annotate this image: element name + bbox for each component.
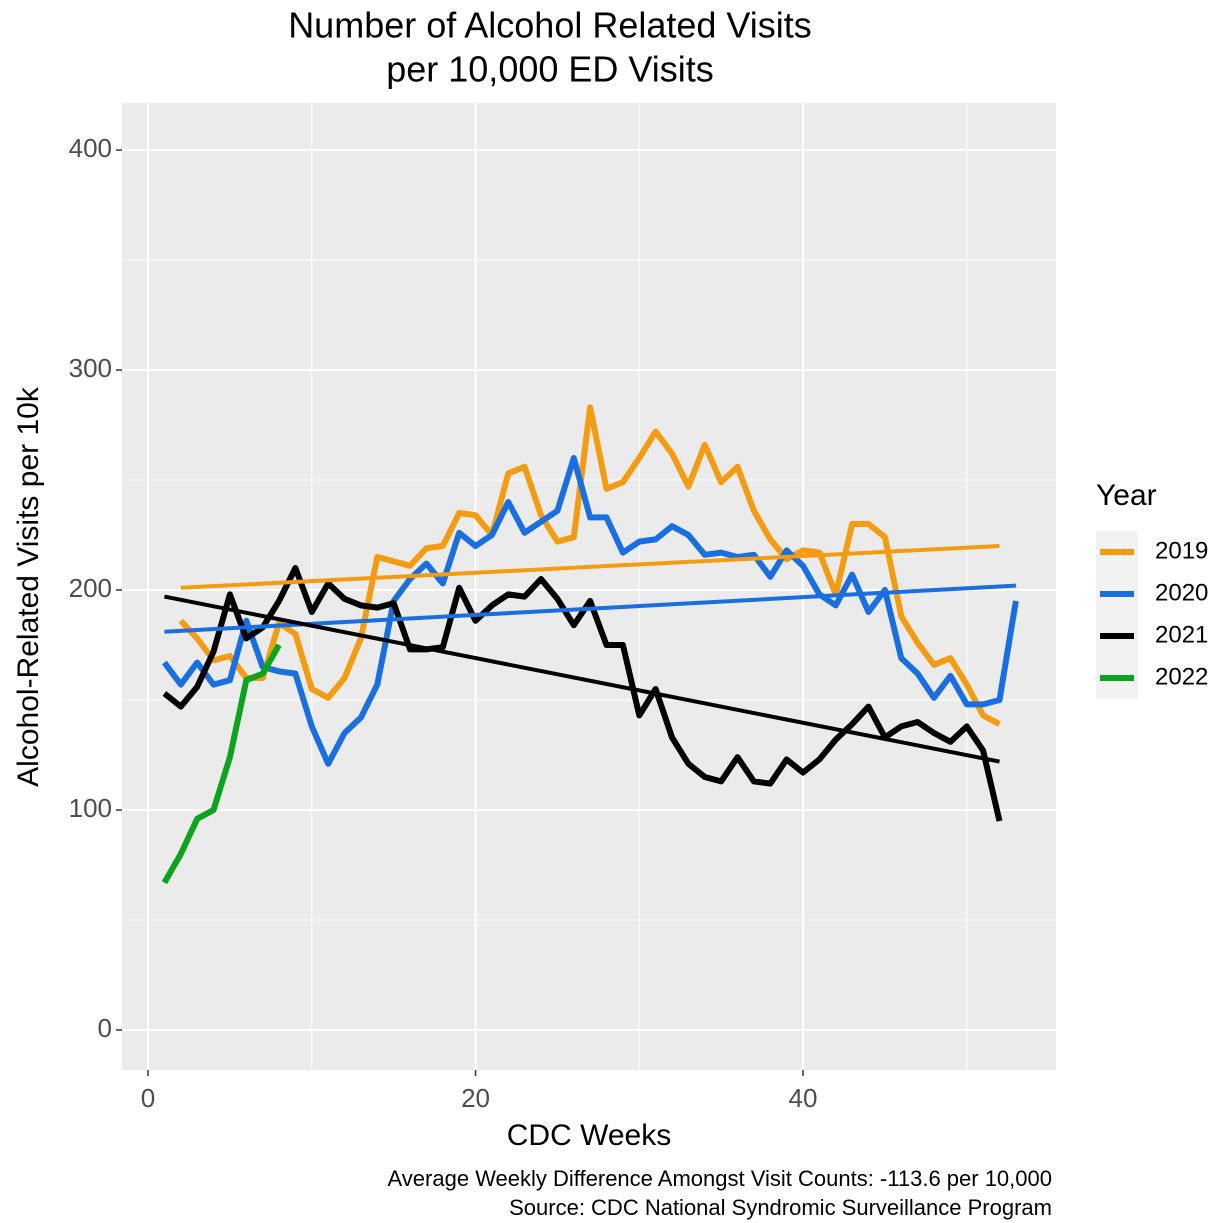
chart-title: per 10,000 ED Visits <box>386 49 714 90</box>
legend-label: 2022 <box>1155 663 1208 690</box>
x-axis-label: CDC Weeks <box>507 1119 671 1152</box>
x-tick-label: 20 <box>461 1083 490 1113</box>
series-line <box>162 565 1003 822</box>
y-tick-label: 0 <box>98 1013 112 1043</box>
y-tick-label: 300 <box>69 353 112 383</box>
caption: Source: CDC National Syndromic Surveilla… <box>509 1195 1052 1220</box>
legend-title: Year <box>1096 479 1157 512</box>
trend-line <box>164 594 1000 764</box>
panel <box>122 103 1056 1070</box>
x-tick-label: 0 <box>141 1083 155 1113</box>
y-axis-label: Alcohol-Related Visits per 10k <box>12 386 45 787</box>
legend-label: 2021 <box>1155 621 1208 648</box>
caption: Average Weekly Difference Amongst Visit … <box>388 1166 1052 1191</box>
legend-label: 2019 <box>1155 537 1208 564</box>
y-tick-label: 200 <box>69 573 112 603</box>
plot-area <box>122 103 1056 1070</box>
series-line <box>161 455 1019 767</box>
x-tick-label: 40 <box>789 1083 818 1113</box>
trend-line <box>180 544 1000 590</box>
y-tick-label: 100 <box>69 793 112 823</box>
chart-title: Number of Alcohol Related Visits <box>288 5 812 46</box>
legend-label: 2020 <box>1155 579 1208 606</box>
series-line <box>178 404 1001 727</box>
series-line <box>161 643 282 885</box>
y-tick-label: 400 <box>69 133 112 163</box>
